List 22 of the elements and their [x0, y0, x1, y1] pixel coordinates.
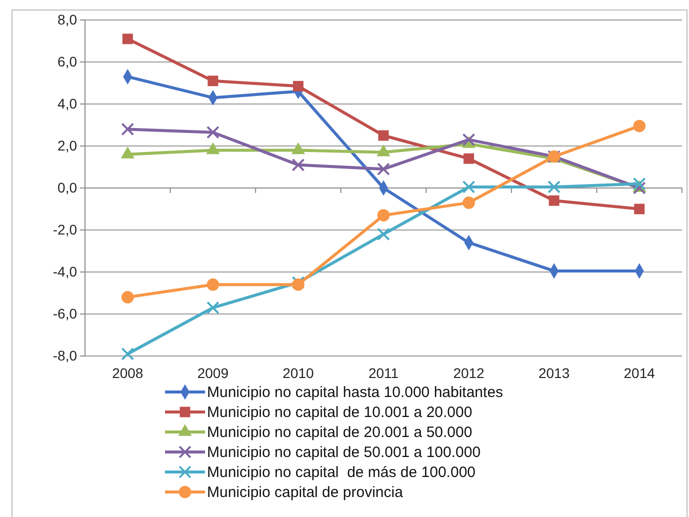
x-tick-label: 2008: [112, 365, 144, 381]
legend-label: Municipio no capital de más de 100.000: [207, 464, 476, 481]
y-tick-label: 4,0: [58, 95, 78, 112]
legend-label: Municipio capital de provincia: [207, 484, 404, 501]
legend-label: Municipio no capital de 10.001 a 20.000: [207, 404, 472, 421]
x-tick-label: 2014: [624, 365, 656, 381]
legend-label: Municipio no capital hasta 10.000 habitantes: [207, 384, 504, 401]
y-tick-label: -8,0: [52, 347, 78, 364]
y-tick-label: -2,0: [52, 221, 78, 238]
y-tick-label: 2,0: [58, 137, 78, 154]
x-tick-label: 2009: [197, 365, 229, 381]
y-tick-label: -6,0: [52, 305, 78, 322]
y-tick-label: 0,0: [58, 179, 78, 196]
x-tick-label: 2011: [368, 365, 399, 381]
y-tick-label: 6,0: [58, 53, 78, 70]
y-tick-label: -4,0: [52, 263, 78, 280]
legend-label: Municipio no capital de 20.001 a 50.000: [207, 424, 472, 441]
x-tick-label: 2012: [453, 365, 485, 381]
legend-label: Municipio no capital de 50.001 a 100.000: [207, 444, 481, 461]
y-tick-label: 8,0: [58, 11, 78, 28]
x-tick-label: 2013: [538, 365, 570, 381]
x-tick-label: 2010: [282, 365, 314, 381]
